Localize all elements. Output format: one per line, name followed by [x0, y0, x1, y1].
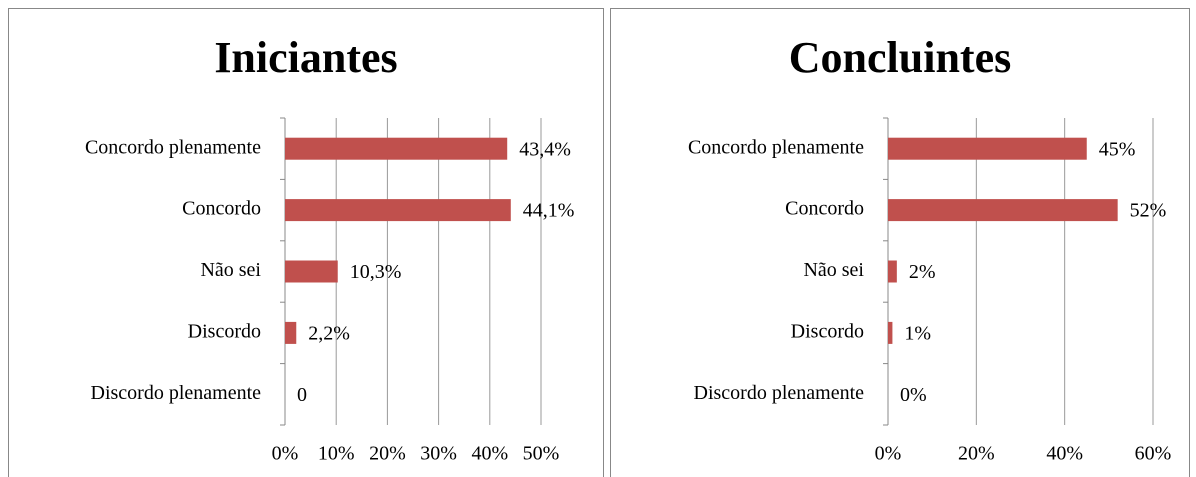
category-label: Concordo plenamente [85, 136, 261, 158]
category-label: Discordo [791, 320, 864, 342]
chart-title: Concluintes [789, 33, 1011, 82]
x-tick-label: 0% [272, 443, 299, 465]
x-tick-label: 10% [318, 443, 355, 465]
x-tick-label: 20% [369, 443, 406, 465]
bar [285, 321, 297, 344]
category-label: Discordo plenamente [91, 382, 262, 404]
category-label: Concordo [785, 198, 864, 220]
value-label: 44,1% [523, 200, 575, 222]
bar [888, 137, 1087, 160]
x-tick-label: 50% [523, 443, 560, 465]
bar [888, 260, 897, 283]
bar [285, 137, 508, 160]
category-label: Discordo plenamente [694, 382, 865, 404]
bar [285, 260, 338, 283]
value-label: 0% [900, 384, 927, 406]
category-label: Concordo plenamente [688, 136, 864, 158]
value-label: 45% [1099, 138, 1136, 160]
value-label: 2% [909, 261, 936, 283]
x-tick-label: 60% [1135, 443, 1172, 465]
chart-title: Iniciantes [214, 33, 397, 82]
x-tick-label: 0% [875, 443, 902, 465]
value-label: 2,2% [308, 322, 350, 344]
category-label: Não sei [200, 259, 261, 281]
bar [285, 199, 511, 222]
bar [888, 199, 1118, 222]
category-label: Discordo [188, 320, 261, 342]
panel-frame [8, 8, 604, 477]
bar [888, 321, 893, 344]
x-tick-label: 40% [1046, 443, 1083, 465]
x-tick-label: 30% [420, 443, 457, 465]
x-tick-label: 40% [471, 443, 508, 465]
value-label: 52% [1130, 200, 1167, 222]
category-label: Concordo [182, 198, 261, 220]
category-label: Não sei [803, 259, 864, 281]
x-tick-label: 20% [958, 443, 995, 465]
value-label: 1% [904, 322, 931, 344]
panel-frame [610, 8, 1190, 477]
value-label: 43,4% [519, 138, 571, 160]
value-label: 0 [297, 384, 307, 406]
value-label: 10,3% [350, 261, 402, 283]
